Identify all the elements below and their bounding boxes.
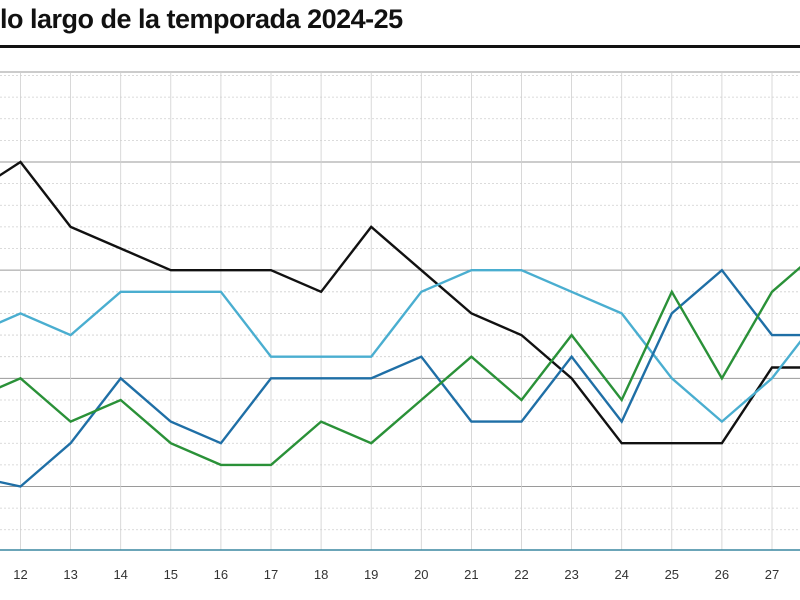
x-tick-label: 27 — [765, 567, 779, 582]
x-tick-label: 25 — [665, 567, 679, 582]
x-tick-label: 26 — [715, 567, 729, 582]
x-tick-label: 19 — [364, 567, 378, 582]
x-tick-label: 12 — [13, 567, 27, 582]
x-tick-label: 24 — [614, 567, 628, 582]
x-tick-label: 16 — [214, 567, 228, 582]
x-tick-labels: 12 13 14 15 16 17 18 19 20 21 22 23 24 25 26 27 — [13, 567, 779, 582]
title-rule — [0, 45, 800, 48]
series-line-1 — [0, 160, 800, 445]
series-line-2 — [0, 269, 800, 424]
series-lines — [0, 160, 800, 488]
series-line-4 — [0, 266, 800, 467]
x-tick-label: 23 — [564, 567, 578, 582]
x-tick-label: 22 — [514, 567, 528, 582]
x-tick-label: 20 — [414, 567, 428, 582]
x-tick-label: 13 — [63, 567, 77, 582]
chart-title: lo largo de la temporada 2024-25 — [0, 4, 403, 34]
x-tick-label: 14 — [113, 567, 127, 582]
grid-lines — [0, 71, 800, 550]
x-tick-label: 17 — [264, 567, 278, 582]
x-tick-label: 18 — [314, 567, 328, 582]
x-tick-label: 21 — [464, 567, 478, 582]
x-tick-label: 15 — [164, 567, 178, 582]
